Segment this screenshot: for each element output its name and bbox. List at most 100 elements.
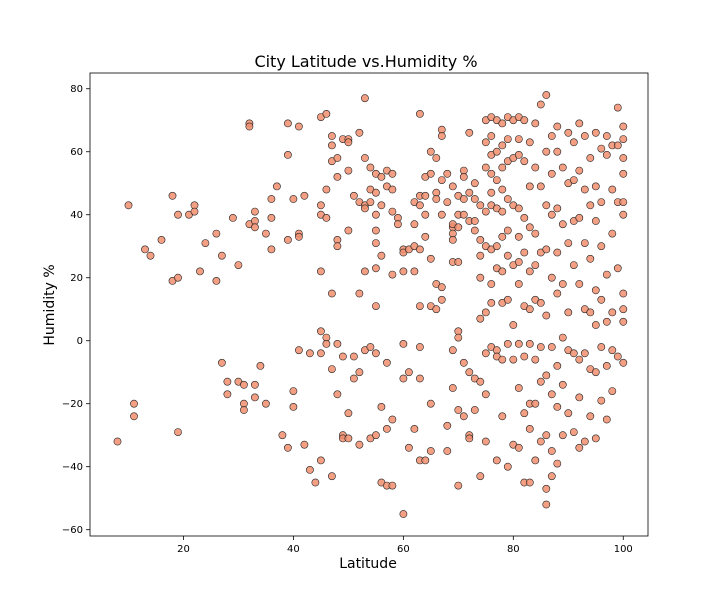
data-point <box>498 355 507 364</box>
data-point <box>382 424 391 433</box>
data-point <box>542 484 551 493</box>
data-point <box>454 258 463 266</box>
y-tick-label: −60 <box>62 525 83 536</box>
data-point <box>536 437 545 446</box>
data-point <box>410 424 419 433</box>
data-point <box>498 163 507 172</box>
data-point <box>360 204 369 213</box>
data-point <box>404 368 413 377</box>
data-point <box>443 447 452 455</box>
data-point <box>481 308 490 317</box>
data-point <box>602 132 611 140</box>
data-point <box>514 384 523 392</box>
data-point <box>333 390 342 399</box>
data-point <box>437 295 446 304</box>
data-point <box>344 226 353 235</box>
data-point <box>377 251 386 260</box>
data-point <box>525 138 534 147</box>
data-point <box>476 235 485 244</box>
data-point <box>399 510 408 518</box>
data-point <box>547 472 556 481</box>
data-point <box>525 223 534 232</box>
data-point <box>388 415 397 424</box>
x-tick-label: 80 <box>507 544 520 555</box>
data-point <box>591 434 600 443</box>
data-point <box>575 280 584 288</box>
data-point <box>146 251 155 260</box>
data-point <box>547 390 556 399</box>
data-point <box>333 339 342 348</box>
data-point <box>470 179 479 188</box>
data-point <box>459 172 468 181</box>
data-point <box>465 128 474 137</box>
data-point <box>586 308 595 317</box>
data-point <box>349 374 358 383</box>
data-point <box>547 343 556 351</box>
data-point <box>498 141 507 150</box>
data-point <box>531 229 540 238</box>
data-point <box>316 267 325 276</box>
data-point <box>459 195 468 203</box>
data-point <box>553 122 562 131</box>
data-point <box>553 147 562 156</box>
y-tick-label: −40 <box>62 462 83 473</box>
data-point <box>602 361 611 370</box>
data-point <box>520 116 529 125</box>
data-point <box>415 343 424 351</box>
data-point <box>503 295 512 304</box>
data-point <box>470 406 479 414</box>
data-point <box>377 201 386 210</box>
data-point <box>355 368 364 377</box>
y-tick-label: −20 <box>62 399 83 410</box>
data-point <box>415 374 424 383</box>
data-point <box>597 242 606 251</box>
data-point <box>327 365 336 373</box>
data-point <box>360 94 369 103</box>
data-point <box>316 327 325 336</box>
data-point <box>520 409 529 418</box>
data-point <box>503 462 512 471</box>
data-point <box>333 172 342 181</box>
data-point <box>613 264 622 273</box>
data-point <box>487 132 496 140</box>
data-point <box>426 254 435 263</box>
data-point <box>305 465 314 474</box>
data-point <box>250 380 259 389</box>
data-point <box>278 431 287 440</box>
data-point <box>514 258 523 266</box>
data-point <box>476 201 485 210</box>
x-tick-label: 40 <box>287 544 300 555</box>
data-point <box>316 201 325 210</box>
data-point <box>503 195 512 203</box>
data-point <box>542 147 551 156</box>
data-point <box>437 176 446 184</box>
data-point <box>371 239 380 247</box>
data-point <box>613 352 622 361</box>
data-point <box>371 210 380 219</box>
data-point <box>520 157 529 166</box>
data-point <box>470 195 479 203</box>
data-point <box>448 235 457 244</box>
data-point <box>157 235 166 244</box>
data-point <box>294 232 303 241</box>
data-point <box>415 201 424 210</box>
data-point <box>256 361 265 370</box>
data-point <box>388 169 397 178</box>
data-point <box>575 119 584 128</box>
data-point <box>547 210 556 219</box>
y-tick-label: 80 <box>70 84 83 95</box>
data-point <box>465 188 474 197</box>
data-point <box>250 207 259 216</box>
data-point <box>525 478 534 487</box>
data-point <box>476 377 485 386</box>
data-point <box>141 245 149 254</box>
data-point <box>316 456 325 465</box>
data-point <box>174 210 182 219</box>
data-point <box>487 188 496 197</box>
data-point <box>536 182 545 191</box>
data-point <box>481 437 490 446</box>
data-point <box>514 339 523 348</box>
data-point <box>498 185 507 194</box>
data-point <box>190 207 199 216</box>
